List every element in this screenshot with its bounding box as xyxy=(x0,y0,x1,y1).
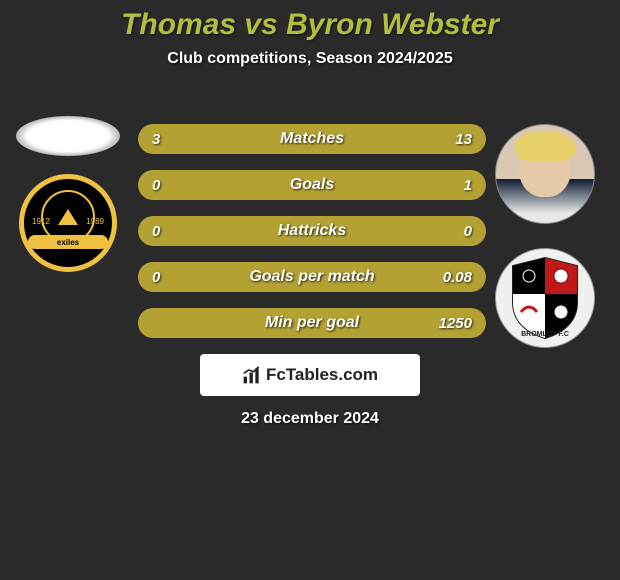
right-player-column: BROMLEY·F.C xyxy=(490,124,600,348)
stat-row: 0Goals1 xyxy=(138,170,486,200)
stat-row: 0Goals per match0.08 xyxy=(138,262,486,292)
stat-label: Matches xyxy=(138,130,486,148)
stat-row: 0Hattricks0 xyxy=(138,216,486,246)
crest-year-left: 1912 xyxy=(32,217,50,226)
stat-label: Goals xyxy=(138,176,486,194)
page-title: Thomas vs Byron Webster xyxy=(0,8,620,42)
stat-label: Goals per match xyxy=(138,268,486,286)
player-left-crest: 1912 1989 exiles xyxy=(19,174,117,272)
svg-text:BROMLEY·F.C: BROMLEY·F.C xyxy=(521,331,569,338)
comparison-card: Thomas vs Byron Webster Club competition… xyxy=(0,0,620,580)
chart-icon xyxy=(242,365,262,385)
left-player-column: 1912 1989 exiles xyxy=(8,116,128,272)
subtitle: Club competitions, Season 2024/2025 xyxy=(0,50,620,68)
date-line: 23 december 2024 xyxy=(0,410,620,428)
stat-row: Min per goal1250 xyxy=(138,308,486,338)
crest-ribbon: exiles xyxy=(28,235,108,249)
stat-row: 3Matches13 xyxy=(138,124,486,154)
stats-bars: 3Matches130Goals10Hattricks00Goals per m… xyxy=(138,124,486,354)
player-right-crest: BROMLEY·F.C xyxy=(495,248,595,348)
stat-right-value: 0.08 xyxy=(443,269,472,286)
stat-label: Hattricks xyxy=(138,222,486,240)
stat-right-value: 1 xyxy=(464,177,472,194)
stat-right-value: 13 xyxy=(455,131,472,148)
brand-badge: FcTables.com xyxy=(200,354,420,396)
stat-label: Min per goal xyxy=(138,314,486,332)
stat-right-value: 1250 xyxy=(439,315,472,332)
shield-icon: BROMLEY·F.C xyxy=(505,254,585,342)
player-right-avatar xyxy=(495,124,595,224)
crest-year-right: 1989 xyxy=(86,217,104,226)
stat-right-value: 0 xyxy=(464,223,472,240)
brand-text: FcTables.com xyxy=(266,365,378,385)
player-left-avatar xyxy=(16,116,120,156)
